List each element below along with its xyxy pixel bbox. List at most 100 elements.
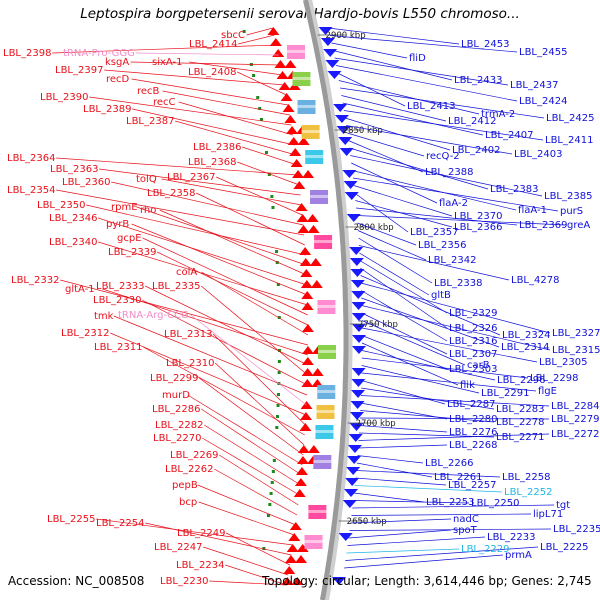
left-leader-line xyxy=(214,468,298,516)
right-gene-label: LBL_2298 xyxy=(530,373,578,384)
right-gene-label: recQ-2 xyxy=(426,151,460,162)
left-gene-label: LBL_2363 xyxy=(50,164,98,175)
right-leader-line xyxy=(341,95,447,122)
left-leader-line xyxy=(102,288,309,356)
feature-dot xyxy=(260,118,263,121)
forward-gene-arrow xyxy=(300,269,313,277)
left-gene-label: LBL_2340 xyxy=(49,237,97,248)
reverse-gene-arrow xyxy=(323,49,338,57)
left-gene-label: LBL_2367 xyxy=(167,172,215,183)
right-leader-line xyxy=(360,267,448,329)
left-gene-label: LBL_2310 xyxy=(166,358,214,369)
right-leader-line xyxy=(346,548,460,554)
feature-dot xyxy=(270,481,274,484)
right-gene-label: LBL_2261 xyxy=(434,472,482,483)
reverse-gene-arrow xyxy=(351,324,366,332)
right-gene-label: LBL_2252 xyxy=(504,487,552,498)
summary-text: Topology: circular; Length: 3,614,446 bp… xyxy=(262,574,592,588)
feature-block-stripe xyxy=(308,510,327,513)
right-gene-label: LBL_4278 xyxy=(511,275,559,286)
right-gene-label: LBL_2233 xyxy=(487,532,535,543)
left-leader-line xyxy=(201,408,302,476)
reverse-gene-arrow xyxy=(351,291,366,299)
forward-gene-arrow xyxy=(300,280,313,288)
left-gene-label: rpmE xyxy=(111,202,138,213)
left-gene-label: LBL_2386 xyxy=(193,142,241,153)
forward-gene-arrow xyxy=(267,27,280,35)
feature-block-stripe xyxy=(305,155,324,158)
feature-block-stripe xyxy=(301,130,320,133)
right-leader-line xyxy=(345,546,539,561)
left-gene-label: LBL_2397 xyxy=(55,65,103,76)
left-gene-label: LBL_2312 xyxy=(61,328,109,339)
left-leader-line xyxy=(202,437,300,496)
reverse-gene-arrow xyxy=(320,38,335,46)
left-gene-label: gltA-1 xyxy=(65,284,95,295)
right-gene-label: prmA xyxy=(505,550,532,561)
reverse-gene-arrow xyxy=(351,335,366,343)
left-gene-label: LBL_2286 xyxy=(152,404,200,415)
right-gene-label: LBL_2356 xyxy=(418,240,466,251)
right-leader-line xyxy=(361,335,448,370)
left-gene-label: sbcC xyxy=(221,30,245,41)
right-gene-label: LBL_2403 xyxy=(514,149,562,160)
left-gene-label: sixA-1 xyxy=(152,57,183,68)
right-leader-line xyxy=(348,529,452,539)
right-gene-label: LBL_2329 xyxy=(449,308,497,319)
right-leader-line xyxy=(357,455,424,464)
reverse-gene-arrow xyxy=(332,577,347,585)
right-gene-label: flik xyxy=(460,380,475,391)
reverse-gene-arrow xyxy=(351,379,366,387)
forward-gene-arrow xyxy=(281,577,294,585)
left-gene-label: tolQ xyxy=(136,174,157,185)
feature-block-stripe xyxy=(317,350,336,353)
right-leader-line xyxy=(355,200,453,228)
left-gene-label: LBL_2408 xyxy=(188,67,236,78)
forward-gene-arrow xyxy=(284,555,297,563)
right-gene-label: purS xyxy=(560,206,583,217)
left-gene-label: LBL_2313 xyxy=(164,329,212,340)
feature-dot xyxy=(275,415,279,418)
feature-dot xyxy=(275,426,279,429)
right-leader-line xyxy=(353,492,425,503)
forward-gene-arrow xyxy=(294,478,307,486)
left-gene-label: tRNA-Arg-CCG xyxy=(118,310,189,321)
forward-gene-arrow xyxy=(300,401,313,409)
left-gene-label: LBL_2364 xyxy=(7,153,55,164)
right-leader-line xyxy=(361,305,551,351)
feature-dot xyxy=(264,151,268,154)
right-leader-line xyxy=(335,65,518,102)
forward-gene-arrow xyxy=(278,82,291,90)
left-leader-line xyxy=(204,424,301,486)
left-leader-line xyxy=(110,332,307,416)
reverse-gene-arrow xyxy=(347,445,362,453)
reverse-gene-arrow xyxy=(334,115,349,123)
right-gene-label: LBL_2357 xyxy=(410,227,458,238)
left-gene-label: LBL_2339 xyxy=(108,247,156,258)
feature-dot xyxy=(271,206,275,209)
left-gene-label: LBL_2333 xyxy=(96,281,144,292)
right-gene-label: LBL_2303 xyxy=(449,364,497,375)
left-leader-line xyxy=(131,78,289,106)
right-gene-label: LBL_2370 xyxy=(454,211,502,222)
right-gene-label: nadC xyxy=(453,514,479,525)
map-title: Leptospira borgpetersenii serovar Hardjo… xyxy=(80,6,520,22)
left-leader-line xyxy=(157,251,309,326)
left-gene-label: LBL_2354 xyxy=(7,185,55,196)
left-gene-label: LBL_2330 xyxy=(93,295,141,306)
right-leader-line xyxy=(347,536,486,546)
reverse-gene-arrow xyxy=(351,390,366,398)
forward-gene-arrow xyxy=(309,258,322,266)
right-leader-line xyxy=(338,80,480,115)
forward-gene-arrow xyxy=(295,203,308,211)
left-leader-line xyxy=(246,27,274,36)
reverse-gene-arrow xyxy=(348,434,363,442)
right-leader-line xyxy=(361,380,446,405)
right-gene-label: flgE xyxy=(538,386,557,397)
left-leader-line xyxy=(96,518,294,546)
right-leader-line xyxy=(356,215,566,226)
feature-dot xyxy=(258,107,262,110)
right-gene-label: LBL_2305 xyxy=(539,357,587,368)
left-leader-line xyxy=(56,189,305,236)
right-gene-label: LBL_2307 xyxy=(449,349,497,360)
